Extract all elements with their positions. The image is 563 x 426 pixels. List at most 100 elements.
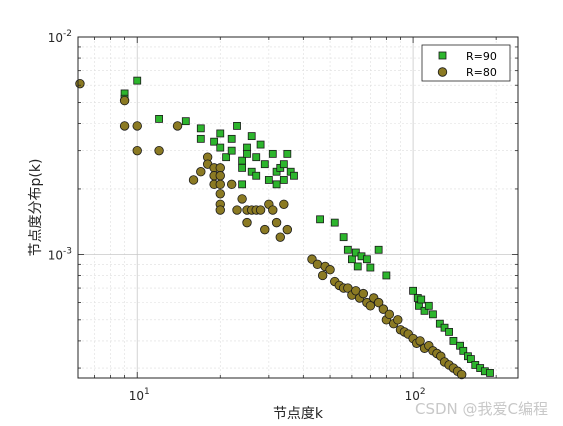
data-point-circle [373, 297, 384, 308]
data-point-circle [242, 217, 252, 228]
data-point-square [233, 121, 241, 130]
data-point-circle [378, 304, 389, 314]
data-point-square [272, 180, 281, 189]
x-axis-label: 节点度k [273, 406, 324, 422]
data-point-square [227, 146, 236, 155]
plot-area-background [78, 37, 518, 378]
data-point-square [348, 255, 356, 264]
data-point-square [409, 286, 418, 295]
data-point-circle [275, 232, 285, 242]
data-point-square [238, 163, 247, 172]
legend-label-r80: R=80 [466, 66, 497, 79]
data-point-circle [268, 205, 278, 215]
y-tick-label: 10-2 [48, 29, 72, 45]
legend-marker-square [438, 51, 447, 60]
data-point-square [343, 245, 352, 254]
data-point-circle [358, 288, 369, 299]
data-point-square [247, 167, 256, 176]
data-point-square [155, 115, 163, 123]
data-point-square [290, 171, 298, 180]
data-point-square [260, 160, 269, 169]
data-point-square [196, 124, 205, 133]
data-point-circle [255, 205, 266, 215]
data-point-circle [119, 95, 130, 106]
data-point-square [216, 129, 225, 138]
data-point-square [467, 355, 475, 363]
data-point-circle [215, 179, 225, 190]
data-point-circle [154, 145, 164, 156]
data-point-square [227, 134, 236, 143]
data-point-square [316, 215, 324, 224]
data-point-square [459, 346, 468, 355]
y-tick-label: 10-3 [48, 246, 72, 262]
data-point-square [216, 143, 225, 152]
data-point-circle [325, 265, 335, 275]
data-point-circle [119, 121, 130, 131]
data-point-circle [215, 163, 225, 173]
data-point-square [247, 132, 256, 141]
data-point-square [279, 176, 288, 184]
data-point-square [264, 176, 273, 184]
x-tick-label: 102 [405, 387, 426, 403]
data-point-circle [317, 270, 328, 281]
data-point-circle [384, 309, 395, 320]
y-axis-label: 节点度分布p(k) [28, 159, 44, 257]
axis-ticks [78, 36, 518, 378]
data-point-circle [365, 301, 376, 311]
data-point-circle [415, 336, 425, 346]
plot-frame [77, 36, 519, 379]
data-markers [75, 76, 494, 380]
data-point-square [417, 295, 426, 304]
data-point-square [366, 263, 375, 272]
data-point-circle [282, 224, 293, 235]
data-point-square [362, 255, 371, 264]
data-point-square [330, 218, 339, 227]
data-point-square [252, 153, 261, 162]
data-point-circle [215, 205, 225, 215]
data-point-square [238, 156, 247, 165]
data-point-circle [237, 194, 247, 204]
data-point-circle [393, 315, 403, 325]
data-point-circle [271, 217, 282, 228]
data-point-square [222, 153, 231, 162]
data-point-square [339, 233, 348, 242]
data-point-square [382, 271, 391, 280]
data-point-square [445, 327, 453, 336]
data-point-circle [196, 167, 206, 177]
data-point-circle [132, 145, 142, 156]
legend-label-r90: R=90 [466, 50, 497, 63]
data-point-square [486, 368, 494, 377]
data-point-square [279, 160, 288, 169]
data-point-square [243, 149, 251, 158]
data-point-circle [456, 369, 467, 380]
data-point-square [435, 319, 444, 328]
data-point-circle [215, 171, 225, 181]
data-point-circle [232, 205, 242, 215]
watermark: CSDN @我爱C编程 [415, 400, 548, 418]
data-point-square [374, 245, 383, 254]
data-point-square [133, 76, 142, 85]
data-point-square [238, 180, 247, 189]
legend-box [421, 44, 511, 82]
data-point-circle [312, 259, 323, 270]
axis-tick-labels: 101 102 10-2 10-3 [48, 29, 426, 403]
legend-marker-circle [437, 67, 448, 77]
data-point-square [449, 336, 458, 345]
data-point-circle [188, 175, 199, 185]
data-point-circle [226, 179, 237, 190]
data-point-circle [215, 189, 225, 199]
data-point-square [252, 171, 261, 180]
data-point-square [440, 323, 449, 332]
data-point-circle [279, 199, 289, 209]
data-point-square [181, 117, 190, 126]
data-point-square [196, 134, 205, 143]
data-point-circle [172, 121, 183, 131]
data-point-square [283, 149, 292, 158]
data-point-square [353, 262, 362, 271]
data-point-square [256, 140, 265, 149]
data-point-square [424, 301, 433, 310]
data-point-circle [132, 121, 142, 131]
data-point-circle [75, 78, 85, 89]
